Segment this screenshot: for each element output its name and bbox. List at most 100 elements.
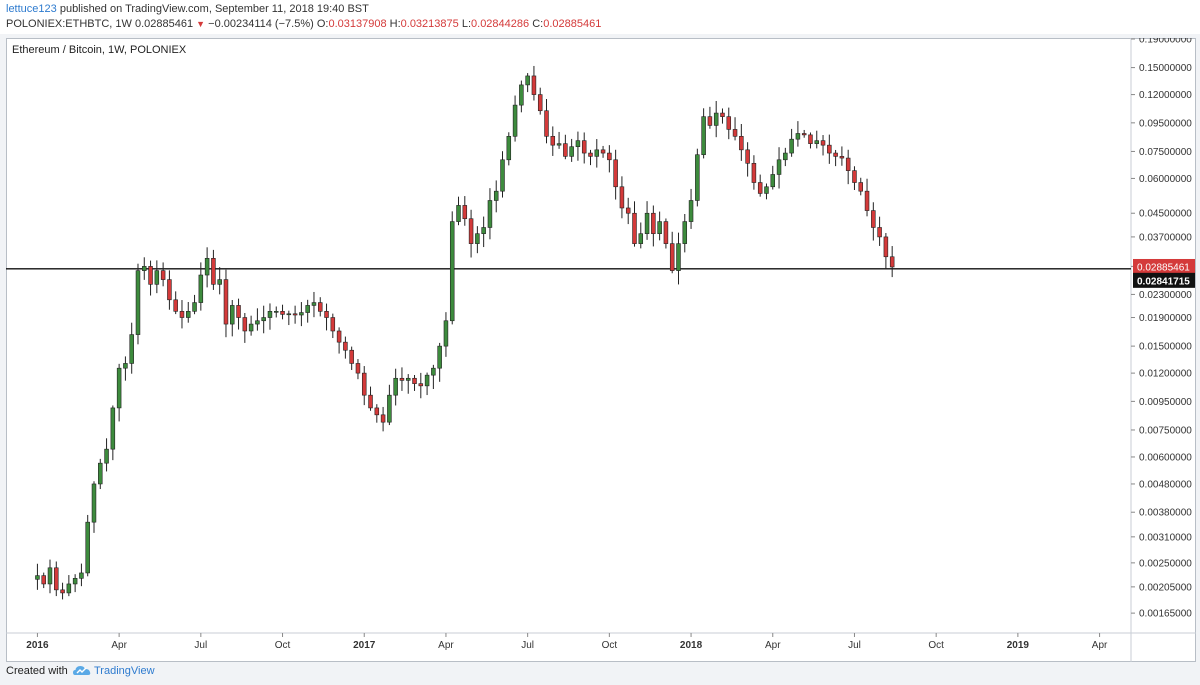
candle-body-up: [116, 367, 122, 409]
published-text: published on TradingView.com, September …: [59, 3, 369, 15]
candle-body-up: [512, 104, 518, 137]
candle-body-up: [47, 567, 53, 585]
candle-body-up: [456, 205, 461, 222]
last-price-label: 0.02885461: [1137, 262, 1190, 273]
candle-body-down: [833, 152, 838, 157]
high-value: 0.03213875: [400, 18, 459, 30]
candle-body-down: [732, 129, 738, 137]
candle-body-down: [317, 302, 323, 312]
candle-body-down: [374, 407, 380, 416]
candle-body-up: [783, 152, 788, 161]
publish-line: lettuce123 published on TradingView.com,…: [6, 3, 369, 15]
high-label: H:: [389, 18, 401, 30]
candle-body-down: [864, 190, 870, 211]
candlestick-chart[interactable]: 0.19000000 0.15000000 0.12000000 0.09500000…: [6, 38, 1196, 662]
tradingview-brand[interactable]: TradingView: [94, 665, 155, 677]
price-change: −0.00234114 (−7.5%): [208, 18, 314, 30]
open-label: O:: [316, 18, 329, 30]
candle-body-down: [839, 156, 845, 159]
y-tick-label: 0.00310000: [1139, 532, 1192, 543]
candle-body-down: [845, 157, 851, 171]
candle-body-down: [537, 94, 543, 112]
candle-body-down: [349, 349, 354, 364]
candle-body-down: [148, 266, 153, 285]
candle-body-up: [142, 266, 147, 271]
created-with-text: Created with: [6, 665, 68, 677]
candle-body-down: [412, 377, 417, 384]
x-tick-label: Jul: [521, 640, 534, 651]
candle-body-up: [644, 212, 650, 234]
candle-body-down: [355, 363, 361, 374]
candle-body-up: [701, 116, 706, 156]
candle-body-down: [889, 256, 895, 268]
chart-frame[interactable]: [6, 38, 1196, 662]
horizontal-line-label: 0.02841715: [1137, 276, 1190, 287]
x-tick-label: Oct: [275, 640, 291, 651]
candle-body-up: [204, 258, 210, 276]
candle-body-down: [877, 227, 882, 238]
candle-body-down: [581, 140, 587, 154]
candle-body-up: [575, 140, 581, 147]
candle-body-up: [79, 572, 84, 579]
candle-body-up: [85, 521, 90, 574]
candle-body-down: [852, 170, 857, 183]
candle-body-up: [72, 578, 78, 585]
candle-body-down: [563, 143, 568, 157]
candle-body-down: [600, 149, 606, 154]
candle-body-down: [613, 159, 618, 188]
candle-body-up: [475, 233, 480, 244]
candle-body-up: [795, 133, 801, 140]
last-price-label-bg: [1133, 258, 1195, 274]
candle-body-down: [619, 186, 625, 209]
candle-body-down: [380, 414, 386, 423]
candle-body-down: [160, 270, 166, 280]
low-value: 0.02844286: [471, 18, 530, 30]
y-tick-label: 0.00950000: [1139, 397, 1192, 408]
candle-body-down: [820, 140, 826, 146]
candle-body-up: [506, 136, 512, 161]
candle-body-down: [368, 394, 373, 409]
candle-body-up: [261, 317, 266, 322]
candle-body-up: [638, 233, 644, 244]
candle-body-up: [594, 149, 600, 157]
candle-body-up: [487, 200, 493, 228]
x-tick-label: 2016: [26, 640, 49, 651]
y-tick-label: 0.09500000: [1139, 118, 1192, 129]
candle-body-down: [324, 311, 329, 318]
y-tick-label: 0.00165000: [1139, 609, 1192, 620]
candle-body-up: [267, 311, 273, 318]
candle-body-up: [135, 270, 141, 335]
candle-body-up: [248, 323, 254, 332]
candle-body-up: [525, 75, 530, 86]
candle-body-down: [801, 133, 807, 136]
symbol-line: POLONIEX:ETHBTC, 1W 0.02885461 ▼ −0.0023…: [6, 18, 601, 30]
candle-body-down: [757, 182, 763, 194]
candle-body-up: [311, 302, 317, 306]
candle-body-up: [286, 313, 292, 316]
candle-body-down: [179, 311, 185, 318]
y-tick-label: 0.01200000: [1139, 369, 1192, 380]
candle-body-up: [676, 243, 681, 271]
candle-body-down: [827, 144, 832, 154]
candle-body-up: [424, 374, 430, 387]
y-tick-label: 0.04500000: [1139, 209, 1192, 220]
candle-body-up: [764, 186, 769, 194]
x-tick-label: 2017: [353, 640, 376, 651]
x-tick-label: Apr: [1092, 640, 1108, 651]
candle-body-down: [632, 212, 637, 244]
candle-body-up: [481, 227, 486, 234]
candle-body-up: [437, 345, 442, 369]
candle-body-down: [550, 136, 556, 146]
candle-body-down: [167, 279, 172, 301]
candle-body-up: [713, 112, 719, 126]
y-tick-label: 0.19000000: [1139, 38, 1192, 46]
candle-body-up: [569, 146, 574, 157]
candle-body-down: [468, 218, 474, 244]
candle-body-down: [808, 134, 813, 144]
author-link[interactable]: lettuce123: [6, 3, 57, 15]
y-tick-label: 0.15000000: [1139, 63, 1192, 74]
last-price: 0.02885461: [134, 18, 194, 30]
candle-body-down: [651, 212, 656, 234]
x-tick-label: 2019: [1007, 640, 1030, 651]
candle-body-down: [663, 221, 669, 244]
